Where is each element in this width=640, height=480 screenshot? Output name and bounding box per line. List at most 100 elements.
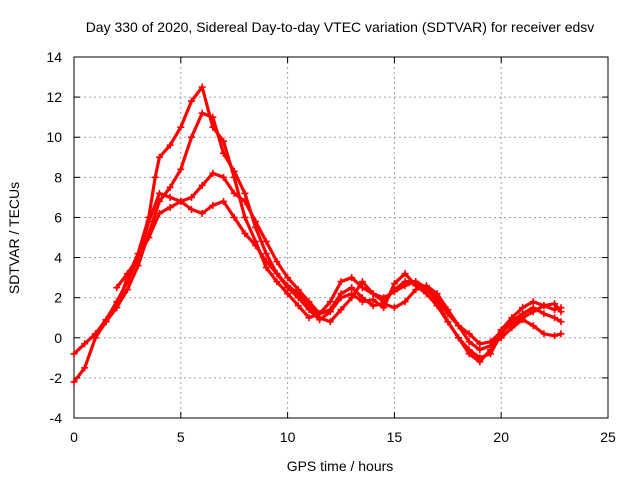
data-point: [557, 318, 565, 326]
data-point: [390, 304, 398, 312]
data-point: [198, 109, 206, 117]
x-tick-label: 25: [600, 429, 616, 445]
data-point: [508, 324, 516, 332]
data-point: [166, 141, 174, 149]
data-point: [369, 296, 377, 304]
data-point: [187, 193, 195, 201]
data-point: [166, 183, 174, 191]
data-point: [220, 149, 228, 157]
data-point: [305, 302, 313, 310]
data-point: [529, 322, 537, 330]
data-point: [91, 330, 99, 338]
data-point: [294, 290, 302, 298]
data-point: [177, 123, 185, 131]
data-point: [557, 304, 565, 312]
data-point: [198, 83, 206, 91]
data-point: [412, 278, 420, 286]
data-point: [134, 254, 142, 262]
data-point: [551, 300, 559, 308]
series-track-3: [102, 109, 565, 366]
y-tick-label: 6: [54, 209, 62, 225]
data-point: [454, 334, 462, 342]
data-point: [134, 262, 142, 270]
data-point: [262, 264, 270, 272]
y-axis-label: SDTVAR / TECUs: [6, 182, 22, 294]
data-point: [557, 330, 565, 338]
plot-frame: [73, 56, 609, 419]
y-tick-label: 8: [54, 169, 62, 185]
data-point: [177, 165, 185, 173]
data-point: [209, 113, 217, 121]
data-point: [476, 358, 484, 366]
data-point: [358, 278, 366, 286]
data-point: [390, 286, 398, 294]
data-point: [252, 242, 260, 250]
data-point: [241, 213, 249, 221]
data-point: [348, 274, 356, 282]
data-point: [155, 153, 163, 161]
data-point: [551, 306, 559, 314]
data-point: [305, 314, 313, 322]
data-point: [294, 302, 302, 310]
data-point: [155, 209, 163, 217]
series-track-4: [113, 197, 565, 354]
data-point: [401, 278, 409, 286]
data-point: [454, 322, 462, 330]
data-point: [81, 340, 89, 348]
data-point: [326, 298, 334, 306]
data-point: [433, 302, 441, 310]
data-point: [433, 294, 441, 302]
series-line: [104, 111, 563, 364]
data-point: [113, 304, 121, 312]
x-axis-label: GPS time / hours: [287, 458, 394, 474]
data-point: [422, 286, 430, 294]
y-tick-label: 12: [46, 89, 62, 105]
data-point: [444, 310, 452, 318]
data-point: [348, 294, 356, 302]
axis-ticks: 0 5 10 15 20 25 -4 -2 0 2 4 6 8 10 12 14: [46, 49, 616, 445]
data-point: [262, 258, 270, 266]
data-point: [519, 304, 527, 312]
data-point: [102, 318, 110, 326]
data-point: [497, 334, 505, 342]
data-point: [198, 209, 206, 217]
data-point: [262, 250, 270, 258]
data-point: [262, 238, 270, 246]
data-point: [487, 342, 495, 350]
data-point: [551, 314, 559, 322]
y-tick-label: -4: [50, 410, 63, 426]
data-point: [284, 290, 292, 298]
y-tick-label: 14: [46, 49, 62, 65]
data-point: [369, 302, 377, 310]
x-tick-label: 0: [70, 429, 78, 445]
chart-title: Day 330 of 2020, Sidereal Day-to-day VTE…: [86, 19, 595, 35]
data-point: [70, 350, 78, 358]
data-point: [529, 308, 537, 316]
y-tick-label: 4: [54, 250, 62, 266]
data-point: [155, 197, 163, 205]
data-point: [230, 189, 238, 197]
data-point: [337, 306, 345, 314]
data-point: [465, 338, 473, 346]
y-tick-label: 0: [54, 330, 62, 346]
data-point: [444, 318, 452, 326]
data-point: [241, 229, 249, 237]
data-point: [70, 378, 78, 386]
data-point: [551, 332, 559, 340]
y-tick-label: 2: [54, 290, 62, 306]
data-point: [230, 167, 238, 175]
data-point: [198, 181, 206, 189]
data-point: [273, 258, 281, 266]
data-point: [209, 169, 217, 177]
data-point: [540, 330, 548, 338]
data-point: [284, 282, 292, 290]
data-point: [380, 298, 388, 306]
data-point: [326, 308, 334, 316]
data-point: [187, 205, 195, 213]
data-point: [241, 189, 249, 197]
data-point: [230, 213, 238, 221]
data-point: [497, 326, 505, 334]
data-point: [151, 173, 159, 181]
data-point: [337, 294, 345, 302]
